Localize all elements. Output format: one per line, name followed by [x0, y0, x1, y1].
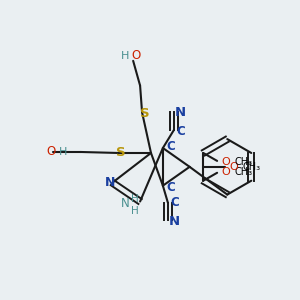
Text: O: O [131, 50, 141, 62]
Text: CH₃: CH₃ [235, 167, 253, 177]
Text: O: O [222, 167, 230, 177]
Text: CH₃: CH₃ [243, 162, 261, 172]
Text: C: C [170, 196, 179, 209]
Text: C: C [167, 140, 175, 152]
Text: N: N [121, 197, 130, 210]
Text: H: H [131, 206, 139, 216]
Text: H: H [121, 51, 129, 61]
Text: O: O [222, 157, 230, 167]
Text: S: S [116, 146, 126, 160]
Text: O: O [230, 162, 238, 172]
Text: O: O [46, 146, 56, 158]
Text: N: N [169, 215, 180, 228]
Text: CH₃: CH₃ [235, 157, 253, 167]
Text: H: H [58, 147, 67, 157]
Text: N: N [175, 106, 186, 119]
Text: N: N [105, 176, 116, 189]
Text: C: C [176, 125, 185, 138]
Text: C: C [167, 181, 175, 194]
Text: S: S [140, 107, 150, 120]
Text: H: H [131, 194, 139, 203]
